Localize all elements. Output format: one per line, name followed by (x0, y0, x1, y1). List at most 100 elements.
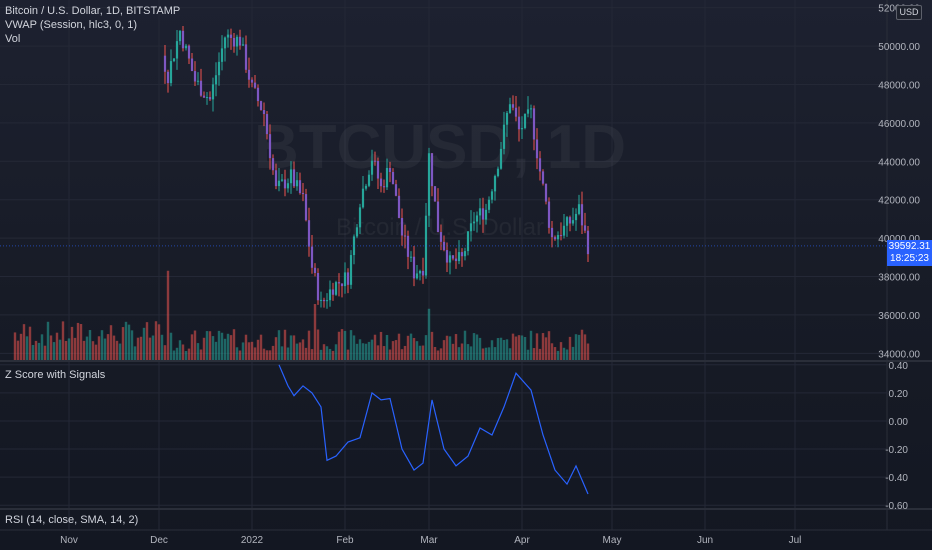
volume-bar (529, 330, 533, 361)
volume-bar (280, 346, 284, 361)
volume-bar (451, 343, 455, 361)
volume-bar (289, 335, 293, 361)
candle-body (289, 169, 293, 184)
volume-bar (463, 330, 467, 361)
candle-body (427, 153, 431, 216)
volume-bar (217, 330, 221, 361)
candle-body (292, 169, 296, 187)
volume-bar (346, 349, 350, 361)
candle-body (250, 79, 254, 83)
candle-body (418, 270, 422, 274)
volume-bar (214, 341, 218, 361)
zscore-legend[interactable]: Z Score with Signals (5, 369, 106, 381)
volume-bar (211, 336, 215, 361)
price-tick-label: 40000.00 (878, 234, 920, 245)
candle-body (529, 108, 533, 110)
candle-body (505, 112, 509, 125)
volume-bar (208, 331, 212, 361)
candle-body (217, 61, 221, 76)
candle-body (586, 230, 590, 255)
volume-bar (553, 347, 557, 361)
volume-bar (169, 332, 173, 361)
volume-bar (337, 331, 341, 361)
volume-bar (241, 342, 245, 361)
candle-body (268, 134, 272, 159)
price-tick-label: 34000.00 (878, 349, 920, 360)
volume-bar (187, 348, 191, 361)
candle-body (526, 109, 530, 114)
candle-body (439, 232, 443, 242)
candle-body (382, 186, 386, 188)
candle-body (466, 231, 470, 252)
volume-bar (49, 335, 53, 361)
volume-bar (271, 345, 275, 361)
volume-bar (532, 348, 536, 361)
volume-bar (379, 331, 383, 361)
volume-bar (403, 345, 407, 361)
volume-bar (202, 337, 206, 361)
volume-bar (448, 336, 452, 361)
volume-bar (397, 333, 401, 361)
candle-body (202, 95, 206, 98)
volume-bar (247, 342, 251, 361)
volume-bar (13, 332, 17, 361)
candle-body (235, 36, 239, 47)
zscore-axis[interactable]: 0.40 0.20 0.00 -0.20 -0.40 -0.60 (885, 361, 908, 512)
volume-bar (472, 333, 476, 361)
volume-bar (325, 346, 329, 361)
price-tick-label: 46000.00 (878, 119, 920, 130)
volume-bar (571, 346, 575, 361)
volume-bar (331, 350, 335, 361)
candle-body (397, 195, 401, 218)
time-tick-label: 2022 (241, 535, 264, 546)
volume-bar (91, 341, 95, 361)
candle-body (295, 180, 299, 187)
volume-bar (70, 326, 74, 361)
volume-bar (406, 335, 410, 361)
candle-body (580, 204, 584, 226)
grid (0, 0, 887, 530)
volume-bar (46, 321, 50, 361)
volume-bar (274, 337, 278, 361)
price-axis[interactable]: 52000.0050000.0048000.0046000.0044000.00… (878, 4, 920, 361)
candle-body (298, 180, 302, 193)
volume-bar (514, 336, 518, 361)
candle-body (433, 186, 437, 202)
symbol-legend[interactable]: Bitcoin / U.S. Dollar, 1D, BITSTAMP (5, 5, 181, 17)
vwap-legend[interactable]: VWAP (Session, hlc3, 0, 1) (5, 19, 138, 31)
candle-body (313, 267, 317, 274)
time-axis[interactable]: Nov Dec 2022 Feb Mar Apr May Jun Jul (60, 535, 801, 546)
volume-bar (511, 333, 515, 361)
volume-bar (556, 350, 560, 361)
volume-bar (559, 342, 563, 361)
candle-body (190, 58, 194, 72)
currency-badge[interactable]: USD (896, 5, 922, 20)
volume-bar (565, 349, 569, 361)
candle-body (517, 116, 521, 130)
volume-bar (133, 346, 137, 361)
volume-bar (64, 340, 68, 361)
volume-bar (235, 347, 239, 361)
volume-bar (361, 343, 365, 361)
volume-bar (409, 333, 413, 361)
volume-bar (205, 331, 209, 361)
candle-body (373, 160, 377, 162)
volume-bar (457, 347, 461, 361)
volume-bar (466, 344, 470, 361)
price-tick-label: 44000.00 (878, 157, 920, 168)
candle-body (361, 188, 365, 208)
volume-bar (244, 334, 248, 361)
volume-bar (124, 321, 128, 361)
rsi-legend[interactable]: RSI (14, close, SMA, 14, 2) (5, 514, 139, 526)
volume-legend[interactable]: Vol (5, 33, 21, 45)
candle-body (520, 128, 524, 130)
candle-body (349, 255, 353, 285)
volume-bar (388, 349, 392, 361)
volume-bar (232, 329, 236, 361)
volume-bar (499, 337, 503, 361)
volume-bar (364, 343, 368, 361)
volume-bar (82, 340, 86, 361)
volume-bar (490, 340, 494, 361)
